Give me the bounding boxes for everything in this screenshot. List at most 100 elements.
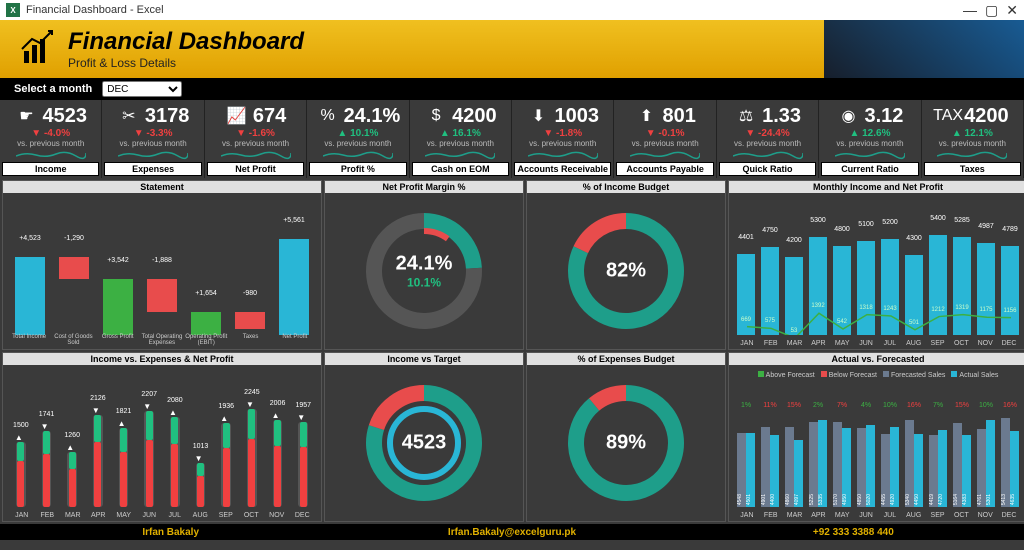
footer-name: Irfan Bakaly (0, 527, 341, 538)
footer: Irfan Bakaly Irfan.Bakaly@excelguru.pk +… (0, 524, 1024, 540)
kpi-sub: vs. previous month (427, 139, 494, 148)
expenses-budget-panel: % of Expenses Budget 89% (526, 352, 726, 522)
panel-title: Statement (3, 181, 321, 193)
chart-icon (18, 29, 58, 69)
ivenp-panel: Income vs. Expenses & Net Profit 1500 ▲ … (2, 352, 322, 522)
minimize-icon[interactable]: — (963, 2, 977, 19)
month-selector-bar: Select a month DEC (0, 78, 1024, 100)
panel-title: Monthly Income and Net Profit (729, 181, 1024, 193)
kpi-value: 674 (253, 105, 286, 128)
margin-panel: Net Profit Margin % 24.1%10.1% (324, 180, 524, 350)
kpi-value: 4200 (964, 105, 1009, 128)
kpi-delta: ▲ 12.1% (952, 128, 993, 139)
kpi-quick-ratio: ⚖1.33 ▼ -24.4% vs. previous month Quick … (717, 100, 819, 178)
kpi-value: 24.1% (344, 105, 401, 128)
month-select[interactable]: DEC (102, 81, 182, 97)
sparkline (118, 150, 188, 160)
hand-coin-icon: ☛ (14, 104, 38, 128)
kpi-taxes: TAX4200 ▲ 12.1% vs. previous month Taxes (922, 100, 1024, 178)
month-selector-label: Select a month (14, 83, 92, 95)
kpi-label: Expenses (104, 162, 201, 176)
maximize-icon[interactable]: ▢ (985, 2, 998, 19)
kpi-label: Accounts Receivable (514, 162, 611, 176)
close-icon[interactable]: ✕ (1006, 2, 1018, 19)
income-target-panel: Income vs Target 4523 (324, 352, 524, 522)
page-title: Financial Dashboard (68, 28, 304, 56)
cash-icon: $ (424, 104, 448, 128)
kpi-value: 1003 (554, 105, 599, 128)
kpi-delta: ▲ 10.1% (337, 128, 378, 139)
monthly-panel: Monthly Income and Net Profit 4401 66947… (728, 180, 1024, 350)
kpi-label: Income (2, 162, 99, 176)
kpi-delta: ▼ -24.4% (745, 128, 789, 139)
kpi-sub: vs. previous month (17, 139, 84, 148)
sparkline (733, 150, 803, 160)
trend-up-icon: 📈 (225, 104, 249, 128)
income-budget-panel: % of Income Budget 82% (526, 180, 726, 350)
kpi-delta: ▲ 12.6% (849, 128, 890, 139)
ar-icon: ⬇ (526, 104, 550, 128)
kpi-label: Current Ratio (821, 162, 918, 176)
kpi-delta: ▲ 16.1% (440, 128, 481, 139)
kpi-accounts-receivable: ⬇1003 ▼ -1.8% vs. previous month Account… (512, 100, 614, 178)
sparkline (16, 150, 86, 160)
kpi-delta: ▼ -3.3% (134, 128, 173, 139)
panel-title: % of Income Budget (527, 181, 725, 193)
kpi-current-ratio: ◉3.12 ▲ 12.6% vs. previous month Current… (819, 100, 921, 178)
window-title: Financial Dashboard - Excel (26, 4, 164, 16)
page-subtitle: Profit & Loss Details (68, 56, 304, 70)
kpi-profit-: %24.1% ▲ 10.1% vs. previous month Profit… (307, 100, 409, 178)
sparkline (835, 150, 905, 160)
kpi-sub: vs. previous month (324, 139, 391, 148)
kpi-delta: ▼ -1.6% (236, 128, 275, 139)
kpi-income: ☛4523 ▼ -4.0% vs. previous month Income (0, 100, 102, 178)
kpi-expenses: ✂3178 ▼ -3.3% vs. previous month Expense… (102, 100, 204, 178)
actual-forecast-panel: Actual vs. Forecasted Above ForecastBelo… (728, 352, 1024, 522)
kpi-value: 4200 (452, 105, 497, 128)
scale-icon: ⚖ (734, 104, 758, 128)
sparkline (630, 150, 700, 160)
panel-title: Actual vs. Forecasted (729, 353, 1024, 365)
sparkline (425, 150, 495, 160)
panel-title: Net Profit Margin % (325, 181, 523, 193)
percent-icon: % (316, 104, 340, 128)
scissors-icon: ✂ (117, 104, 141, 128)
footer-phone: +92 333 3388 440 (683, 527, 1024, 538)
chart-grid: Statement +4,523 -1,290 +3,542 -1,888 +1… (0, 178, 1024, 524)
titlebar: X Financial Dashboard - Excel — ▢ ✕ (0, 0, 1024, 20)
kpi-delta: ▼ -1.8% (543, 128, 582, 139)
footer-email: Irfan.Bakaly@excelguru.pk (341, 527, 682, 538)
panel-title: % of Expenses Budget (527, 353, 725, 365)
kpi-value: 3.12 (864, 105, 903, 128)
kpi-sub: vs. previous month (939, 139, 1006, 148)
kpi-net-profit: 📈674 ▼ -1.6% vs. previous month Net Prof… (205, 100, 307, 178)
kpi-label: Net Profit (207, 162, 304, 176)
kpi-label: Quick Ratio (719, 162, 816, 176)
kpi-sub: vs. previous month (632, 139, 699, 148)
sparkline (937, 150, 1007, 160)
kpi-label: Profit % (309, 162, 406, 176)
kpi-label: Cash on EOM (412, 162, 509, 176)
kpi-accounts-payable: ⬆801 ▼ -0.1% vs. previous month Accounts… (614, 100, 716, 178)
sparkline (323, 150, 393, 160)
ap-icon: ⬆ (634, 104, 658, 128)
kpi-cash-on-eom: $4200 ▲ 16.1% vs. previous month Cash on… (410, 100, 512, 178)
kpi-sub: vs. previous month (529, 139, 596, 148)
kpi-label: Accounts Payable (616, 162, 713, 176)
sparkline (528, 150, 598, 160)
kpi-value: 3178 (145, 105, 190, 128)
sparkline (221, 150, 291, 160)
kpi-value: 4523 (42, 105, 87, 128)
kpi-value: 1.33 (762, 105, 801, 128)
kpi-sub: vs. previous month (222, 139, 289, 148)
dashboard-header: Financial Dashboard Profit & Loss Detail… (0, 20, 1024, 78)
kpi-sub: vs. previous month (836, 139, 903, 148)
header-decorative-chart (824, 20, 1024, 78)
tax-icon: TAX (936, 104, 960, 128)
kpi-delta: ▼ -0.1% (646, 128, 685, 139)
excel-icon: X (6, 3, 20, 17)
kpi-value: 801 (662, 105, 695, 128)
kpi-label: Taxes (924, 162, 1021, 176)
kpi-row: ☛4523 ▼ -4.0% vs. previous month Income✂… (0, 100, 1024, 178)
panel-title: Income vs Target (325, 353, 523, 365)
